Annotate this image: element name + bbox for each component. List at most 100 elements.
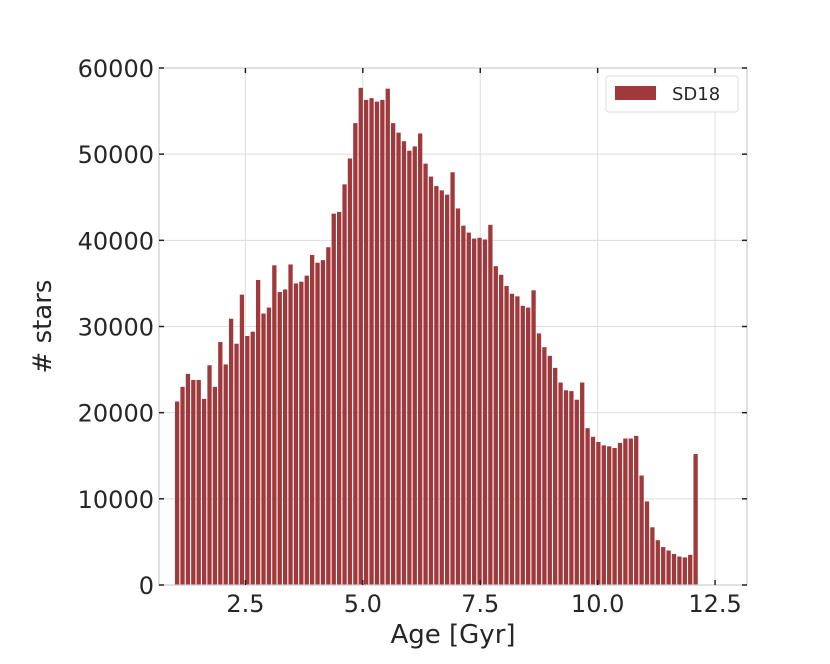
histogram-bar — [477, 237, 482, 585]
histogram-bar — [407, 150, 412, 585]
histogram-bar — [434, 186, 439, 585]
histogram-bar — [401, 141, 407, 585]
histogram-bar — [320, 260, 326, 585]
histogram-bar — [671, 553, 677, 585]
histogram-bar — [364, 99, 369, 586]
x-tick-label: 12.5 — [688, 590, 741, 618]
y-tick-label: 40000 — [78, 227, 154, 255]
histogram-bar — [336, 211, 342, 586]
histogram-bar — [461, 225, 466, 585]
histogram-bar — [418, 133, 423, 585]
legend: SD18 — [605, 75, 739, 113]
histogram-bar — [590, 436, 596, 585]
x-tick-label: 5.0 — [344, 590, 382, 618]
histogram-bar — [288, 264, 293, 585]
histogram-bar — [601, 445, 606, 585]
histogram-bar — [255, 279, 261, 585]
histogram-bar — [574, 399, 579, 585]
histogram-bar — [644, 501, 650, 585]
histogram-bar — [634, 435, 639, 585]
histogram-bar — [309, 254, 315, 585]
legend-label-sd18: SD18 — [672, 84, 720, 105]
histogram-bar — [272, 265, 277, 585]
y-tick-label: 10000 — [78, 486, 154, 514]
histogram-bar — [493, 266, 498, 585]
histogram-bar — [191, 379, 196, 585]
histogram-bar — [547, 355, 552, 585]
histogram-bar — [612, 447, 617, 585]
y-axis-label: # stars — [28, 280, 58, 374]
histogram-bar — [488, 224, 493, 585]
histogram-bar — [218, 342, 223, 585]
histogram-bar — [655, 540, 660, 585]
y-tick-label: 0 — [139, 572, 154, 600]
x-tick-label: 10.0 — [571, 590, 624, 618]
histogram-bar — [374, 101, 380, 585]
x-axis-label: Age [Gyr] — [390, 620, 515, 650]
histogram-bar — [661, 547, 666, 585]
histogram-bar — [504, 286, 509, 585]
histogram-bar — [542, 347, 547, 585]
histogram-bar — [315, 262, 320, 585]
histogram-bar — [342, 184, 347, 585]
histogram-bar — [331, 213, 336, 585]
histogram-bar — [596, 441, 601, 585]
histogram-bar — [515, 296, 520, 585]
histogram-bar — [380, 99, 385, 586]
histogram-bar — [201, 398, 207, 585]
bars — [174, 87, 698, 586]
histogram-bar — [639, 475, 644, 585]
histogram-bar — [423, 163, 428, 585]
histogram-bar — [585, 428, 590, 585]
histogram-bar — [450, 172, 455, 586]
histogram-bar — [472, 238, 477, 586]
histogram-bar — [682, 557, 687, 585]
x-tick-labels: 2.5 5.0 7.5 10.0 12.5 — [226, 590, 741, 618]
histogram-bar — [531, 290, 536, 585]
x-tick-label: 7.5 — [461, 590, 499, 618]
histogram-bar — [369, 98, 374, 586]
histogram-bar — [228, 318, 234, 585]
histogram-bar — [277, 292, 282, 585]
y-tick-label: 50000 — [78, 141, 154, 169]
histogram-bar — [693, 454, 698, 585]
histogram-bar — [623, 438, 628, 585]
histogram-bar — [250, 331, 255, 585]
histogram-bar — [207, 365, 212, 585]
histogram-bar — [223, 364, 228, 585]
histogram-bar — [239, 294, 245, 585]
histogram-bar — [174, 401, 180, 585]
tick-marks — [159, 67, 747, 586]
histogram-bar — [293, 283, 299, 585]
histogram-bar — [563, 390, 569, 585]
histogram-bar — [607, 446, 612, 585]
histogram-bar — [185, 373, 191, 585]
histogram-bar — [358, 87, 363, 586]
histogram-bar — [180, 386, 185, 585]
y-tick-label: 30000 — [78, 314, 154, 342]
y-tick-label: 60000 — [78, 55, 154, 83]
histogram-bar — [509, 293, 515, 585]
histogram-bar — [245, 335, 250, 585]
histogram-bar — [580, 382, 585, 585]
histogram-bar — [526, 307, 531, 585]
histogram-bar — [666, 550, 671, 585]
histogram-bar — [628, 438, 633, 585]
histogram-bar — [466, 232, 471, 585]
histogram-bar — [266, 307, 272, 585]
histogram-bar — [520, 305, 525, 585]
histogram-bar — [499, 274, 504, 585]
histogram-bar — [569, 391, 574, 585]
histogram-bar — [261, 313, 266, 585]
histogram-bar — [445, 194, 450, 586]
y-tick-labels: 0 10000 20000 30000 40000 50000 60000 — [78, 55, 154, 600]
histogram-bar — [439, 190, 444, 585]
histogram-bar — [347, 158, 353, 585]
histogram-bar — [304, 275, 309, 585]
legend-box — [605, 75, 739, 113]
histogram-bar — [326, 247, 331, 585]
histogram-bar — [558, 382, 563, 585]
histogram-bar — [391, 123, 396, 585]
histogram-bar — [196, 379, 201, 585]
